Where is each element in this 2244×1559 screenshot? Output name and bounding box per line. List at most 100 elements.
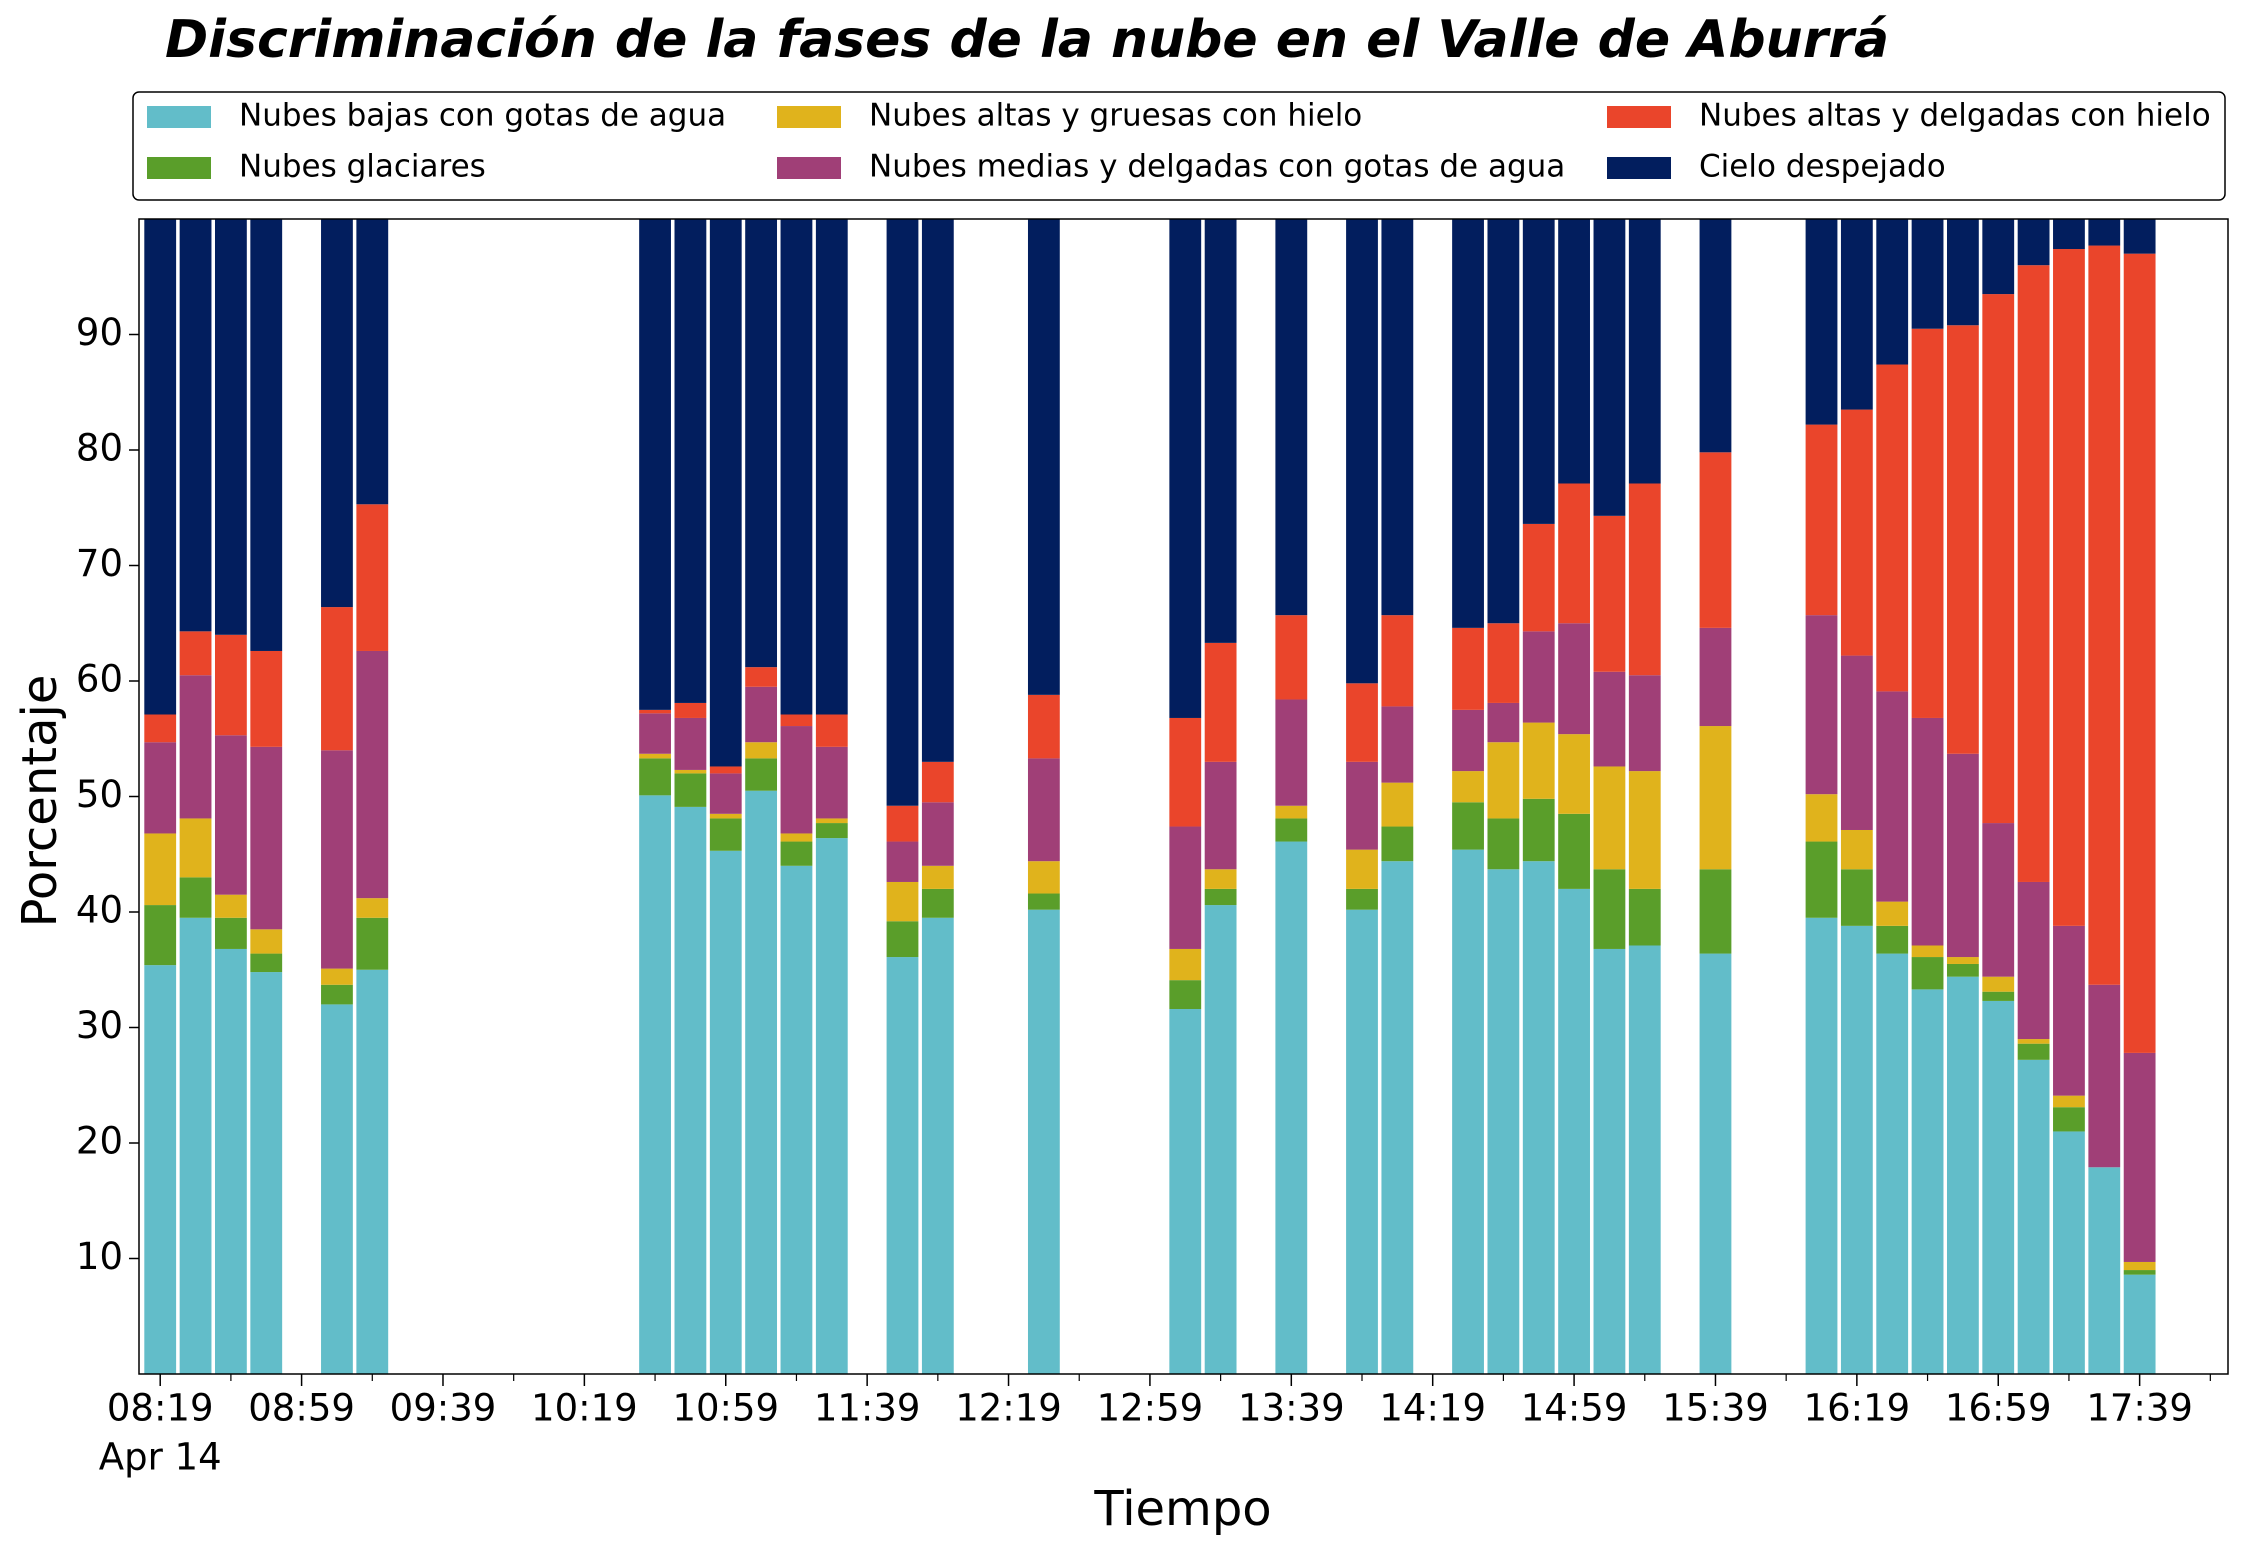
bar-segment — [2123, 1052, 2156, 1262]
bar-segment — [2088, 984, 2121, 1168]
bar-segment — [1840, 829, 1873, 870]
bar-segment — [1558, 888, 1590, 1374]
bar-segment — [1911, 717, 1944, 946]
bar-segment — [321, 1004, 353, 1374]
y-tick-label: 70 — [76, 542, 123, 585]
bar-segment — [1381, 826, 1414, 862]
bar-segment — [144, 833, 177, 906]
bar-segment — [2017, 1039, 2050, 1044]
bar-segment — [1522, 219, 1555, 524]
bar-segment — [1027, 893, 1060, 910]
bar-segment — [214, 948, 247, 1374]
bar-segment — [745, 790, 778, 1374]
chart-title: Discriminación de la fases de la nube en… — [165, 10, 1889, 70]
bar-segment — [2017, 219, 2050, 266]
bar-segment — [1840, 925, 1873, 1374]
bar-segment — [1027, 861, 1060, 894]
bar-segment — [1487, 623, 1520, 703]
bar-segment — [745, 686, 778, 743]
x-tick-label: 13:39 — [1238, 1387, 1345, 1430]
bar-segment — [1522, 523, 1555, 632]
y-tick-label: 40 — [76, 889, 123, 932]
bar-segment — [1628, 945, 1661, 1374]
bar-segment — [144, 714, 177, 743]
bar-segment — [250, 929, 283, 954]
bar-segment — [1593, 766, 1626, 870]
bar-segment — [250, 746, 283, 930]
bar-segment — [1487, 702, 1520, 743]
bar-segment — [1169, 826, 1202, 949]
bar-segment — [1558, 483, 1590, 624]
bar-segment — [356, 969, 389, 1374]
legend-swatch — [147, 106, 211, 128]
bar-segment — [1946, 325, 1979, 754]
x-tick-label: 14:19 — [1379, 1387, 1486, 1430]
bar-segment — [1275, 805, 1308, 819]
bar-segment — [2123, 1261, 2156, 1271]
bar-segment — [1346, 888, 1378, 910]
bar-segment — [1876, 219, 1909, 365]
bar-segment — [2123, 253, 2156, 1053]
bar-segment — [214, 917, 247, 949]
bar-segment — [2088, 219, 2121, 246]
bar-segment — [1275, 219, 1308, 616]
bar-segment — [1381, 782, 1414, 827]
bar-segment — [1452, 771, 1484, 803]
bar-segment — [1204, 905, 1237, 1374]
bar-segment — [815, 823, 848, 839]
bar-segment — [639, 713, 671, 754]
bar-segment — [709, 219, 742, 767]
bar-segment — [2053, 1107, 2085, 1132]
bar-segment — [2053, 249, 2085, 926]
bar-segment — [674, 717, 707, 770]
bar-segment — [250, 650, 283, 747]
bar-segment — [1558, 219, 1590, 484]
bar-segment — [179, 675, 212, 819]
x-tick-label: 08:19 — [107, 1387, 214, 1430]
bar-segment — [1275, 841, 1308, 1374]
y-tick-label: 50 — [76, 773, 123, 816]
bar-segment — [921, 888, 954, 918]
bar-segment — [1275, 818, 1308, 842]
bar-segment — [1840, 655, 1873, 830]
bar-segment — [1169, 717, 1202, 827]
bar-segment — [1699, 869, 1732, 954]
bar-segment — [921, 802, 954, 866]
legend-swatch — [1607, 157, 1671, 179]
bar-segment — [250, 219, 283, 651]
bar-segment — [1027, 694, 1060, 759]
bar-segment — [1346, 849, 1378, 889]
bar-segment — [1204, 869, 1237, 889]
bar-segment — [144, 742, 177, 834]
bar-segment — [1452, 627, 1484, 710]
bar-segment — [1911, 945, 1944, 958]
bar-segment — [1876, 953, 1909, 1374]
bar-segment — [1593, 219, 1626, 516]
bar-segment — [1911, 328, 1944, 718]
bar-segment — [1876, 691, 1909, 902]
bar-segment — [1805, 917, 1838, 1374]
bar-segment — [674, 769, 707, 774]
bar-segment — [1487, 219, 1520, 624]
bar-segment — [815, 714, 848, 747]
bar-segment — [1452, 219, 1484, 628]
x-tick-label: 14:59 — [1521, 1387, 1628, 1430]
bar-segment — [2053, 1095, 2085, 1108]
bar-segment — [1204, 761, 1237, 870]
bar-segment — [1593, 515, 1626, 672]
bar-segment — [1982, 976, 2015, 992]
bar-segment — [1381, 219, 1414, 616]
bar-segment — [356, 917, 389, 970]
bar-segment — [1522, 631, 1555, 723]
bar-segment — [321, 984, 353, 1005]
bar-segment — [709, 850, 742, 1374]
bar-segment — [2053, 925, 2085, 1096]
bar-segment — [356, 504, 389, 651]
bar-segment — [1876, 364, 1909, 692]
bar-segment — [1204, 219, 1237, 643]
x-tick-label: 12:19 — [955, 1387, 1062, 1430]
bar-segment — [1699, 219, 1732, 453]
bar-segment — [886, 219, 919, 806]
bar-segment — [745, 742, 778, 759]
bar-segment — [921, 761, 954, 803]
